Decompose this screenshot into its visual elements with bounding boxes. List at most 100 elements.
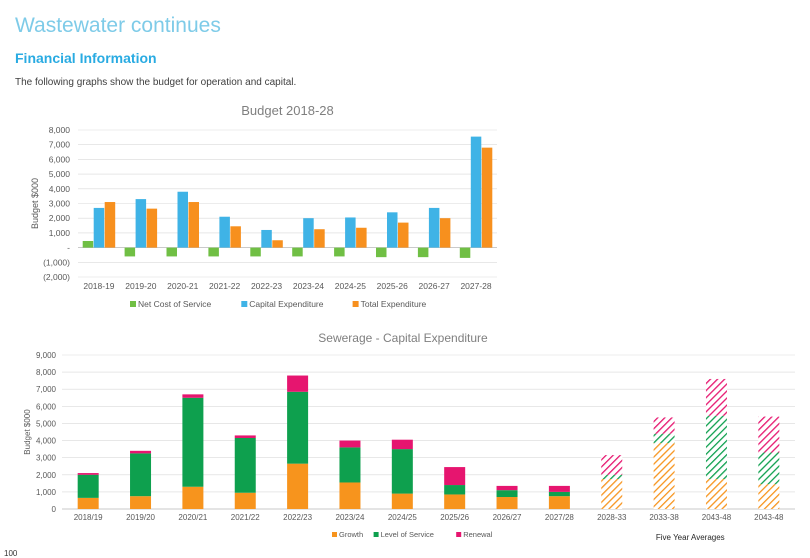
bar-segment	[130, 453, 152, 497]
x-tick-label: 2020-21	[167, 281, 198, 291]
bar	[481, 147, 493, 248]
y-tick-label: 4,000	[36, 437, 57, 446]
bar	[303, 218, 314, 248]
bar-segment	[705, 479, 727, 509]
x-tick-label: 2026-27	[419, 281, 450, 291]
x-tick-label: 2028-33	[597, 513, 627, 522]
legend-label: Growth	[339, 530, 363, 539]
y-tick-label: 6,000	[36, 402, 57, 411]
legend-label: Renewal	[463, 530, 493, 539]
page-heading: Wastewater continues	[15, 14, 221, 37]
bar-segment	[758, 452, 780, 485]
bar-segment	[496, 497, 518, 509]
bar-segment	[77, 497, 99, 509]
y-axis-label: Budget $000	[23, 409, 32, 455]
y-tick-label: (2,000)	[43, 272, 70, 282]
y-tick-label: 7,000	[49, 140, 71, 150]
bar	[166, 247, 177, 257]
bar-segment	[287, 391, 309, 464]
bar-segment	[496, 490, 518, 498]
bar-segment	[339, 440, 361, 448]
bar-segment	[182, 486, 204, 509]
y-tick-label: 8,000	[49, 125, 71, 135]
x-tick-label: 2019/20	[126, 513, 155, 522]
bar	[439, 218, 451, 248]
legend-label: Capital Expenditure	[249, 299, 323, 309]
bar-segment	[705, 415, 727, 480]
section-heading: Financial Information	[15, 50, 157, 66]
bar	[230, 226, 241, 248]
bar-segment	[182, 397, 204, 487]
bar	[356, 227, 367, 248]
bar-segment	[444, 485, 466, 495]
bar	[459, 247, 471, 258]
y-tick-label: 9,000	[36, 351, 57, 360]
bar-segment	[234, 435, 256, 438]
bar	[272, 240, 283, 248]
bar	[208, 247, 219, 257]
bar-segment	[653, 443, 675, 509]
legend-swatch	[352, 301, 359, 307]
bar-segment	[758, 416, 780, 453]
x-tick-label: 2025-26	[377, 281, 408, 291]
legend-swatch	[373, 532, 379, 537]
budget-chart: Budget 2018-28 8,000 7,000 6,000 5,000 4,000 3…	[30, 103, 497, 309]
bar	[398, 222, 409, 248]
y-tick-label: 1,000	[49, 228, 71, 238]
x-tick-label: 2022/23	[283, 513, 312, 522]
legend-swatch	[332, 532, 337, 537]
y-tick-label: 5,000	[36, 419, 57, 428]
x-tick-label: 2023-24	[293, 281, 324, 291]
y-axis-label: Budget $000	[30, 178, 40, 229]
chart-title: Sewerage - Capital Expenditure	[318, 331, 488, 345]
bar	[177, 191, 188, 248]
legend-label: Net Cost of Service	[138, 299, 211, 309]
bar-segment	[287, 375, 309, 392]
x-tick-label: 2027-28	[460, 281, 491, 291]
bar	[261, 229, 272, 248]
bar-segment	[653, 433, 675, 444]
bar-segment	[601, 455, 623, 475]
bar-segment	[130, 496, 152, 509]
y-tick-label: 7,000	[36, 385, 57, 394]
bar-segment	[758, 484, 780, 509]
page-number: 100	[4, 549, 18, 558]
bar-segment	[77, 474, 99, 498]
bar-segment	[653, 417, 675, 434]
y-tick-label: -	[67, 243, 70, 253]
y-tick-label: 8,000	[36, 368, 57, 377]
y-tick-label: 3,000	[49, 199, 71, 209]
bar-segment	[182, 394, 204, 398]
legend-swatch	[241, 301, 248, 307]
bar	[387, 212, 398, 248]
bar	[417, 247, 429, 258]
bar-segment	[339, 447, 361, 483]
x-tick-label: 2023/24	[336, 513, 365, 522]
bar-segment	[234, 492, 256, 509]
x-tick-label: 2021/22	[231, 513, 260, 522]
bar	[93, 207, 105, 248]
bar	[428, 207, 440, 248]
bar-segment	[548, 491, 570, 497]
bar	[292, 247, 303, 257]
y-tick-label: 2,000	[36, 471, 57, 480]
x-tick-label: 2024/25	[388, 513, 417, 522]
y-tick-label: 4,000	[49, 184, 71, 194]
bar-segment	[339, 482, 361, 509]
y-tick-label: 3,000	[36, 454, 57, 463]
bar-segment	[391, 439, 413, 450]
bar	[188, 202, 199, 248]
bar	[250, 247, 261, 257]
intro-text: The following graphs show the budget for…	[15, 77, 297, 88]
bar-segment	[548, 485, 570, 492]
bar	[334, 247, 345, 257]
x-tick-label: 2025/26	[440, 513, 469, 522]
bar-segment	[444, 494, 466, 509]
bar-segment	[77, 473, 99, 475]
sewerage-capital-chart: Sewerage - Capital Expenditure 9,000 8,000…	[23, 331, 795, 542]
bar-segment	[496, 485, 518, 491]
bar	[376, 247, 387, 258]
legend-swatch	[130, 301, 136, 307]
y-tick-label: 0	[52, 505, 57, 514]
y-tick-label: 1,000	[36, 488, 57, 497]
